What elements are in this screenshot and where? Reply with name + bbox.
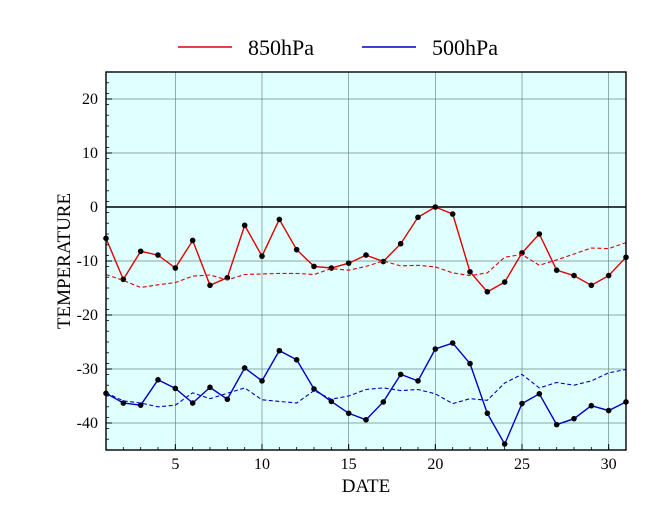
data-point (189, 237, 196, 244)
data-point (293, 357, 300, 363)
data-point (207, 282, 213, 289)
data-point (415, 214, 421, 221)
data-point (172, 385, 179, 392)
data-point (605, 272, 612, 279)
data-point (605, 407, 612, 414)
data-point (519, 400, 525, 407)
data-point (137, 402, 144, 408)
data-point (224, 396, 231, 403)
data-point (415, 378, 421, 384)
data-point (536, 391, 543, 397)
data-point (380, 399, 387, 405)
data-point (155, 377, 161, 383)
legend: 850hPa 500hPa (178, 35, 498, 60)
y-tick-label: 20 (82, 91, 98, 108)
data-point (397, 371, 404, 378)
x-tick-label: 15 (341, 456, 357, 473)
data-point (553, 267, 560, 273)
data-point (501, 441, 508, 447)
data-point (501, 279, 508, 285)
series-line-2 (105, 242, 627, 289)
data-point (328, 265, 335, 271)
data-point (449, 211, 456, 217)
data-point (189, 400, 196, 406)
data-point (259, 253, 265, 259)
x-tick-label: 20 (427, 456, 443, 473)
x-tick-label: 5 (171, 456, 179, 473)
data-point (467, 269, 473, 275)
x-tick-label: 25 (514, 456, 530, 473)
y-tick-label: -10 (77, 253, 98, 270)
data-point (432, 346, 439, 352)
x-tick-label: 10 (254, 456, 270, 473)
y-axis-title: TEMPERATURE (54, 193, 75, 329)
ticks: 5 10 15 20 25 30 20 10 0 -10 -20 -30 -40 (77, 71, 627, 473)
legend-label: 500hPa (432, 35, 498, 60)
data-point (276, 216, 283, 223)
data-point (397, 240, 404, 247)
data-point (571, 415, 577, 422)
data-point (467, 360, 473, 367)
data-point (345, 410, 352, 417)
data-point (484, 288, 491, 295)
legend-label: 850hPa (248, 35, 314, 60)
data-point (449, 340, 456, 346)
grid (106, 72, 626, 450)
data-point (276, 347, 283, 354)
data-point (432, 204, 439, 210)
data-point (536, 231, 543, 237)
series-line-4 (105, 368, 627, 408)
data-point (259, 378, 265, 384)
y-tick-label: -30 (77, 361, 98, 378)
y-tick-label: 10 (82, 145, 98, 162)
data-point (311, 263, 317, 270)
data-point (484, 410, 491, 417)
data-point (293, 246, 300, 253)
data-point (380, 258, 387, 265)
data-point (363, 416, 369, 423)
data-point (311, 386, 317, 392)
x-tick-label: 30 (601, 456, 617, 473)
data-point (207, 384, 213, 391)
data-point (571, 272, 577, 279)
series-layer (103, 204, 629, 447)
data-point (363, 252, 369, 258)
data-point (588, 402, 595, 409)
data-point (588, 282, 595, 289)
y-tick-label: -40 (77, 415, 98, 432)
data-point (328, 398, 335, 405)
data-point (553, 421, 560, 428)
x-axis-title: DATE (342, 476, 391, 497)
data-point (241, 365, 248, 371)
data-point (241, 222, 248, 229)
y-tick-label: -20 (77, 307, 98, 324)
data-point (137, 248, 144, 255)
data-point (172, 265, 179, 271)
y-tick-label: 0 (90, 199, 98, 216)
data-point (345, 260, 352, 266)
data-point (155, 252, 161, 258)
